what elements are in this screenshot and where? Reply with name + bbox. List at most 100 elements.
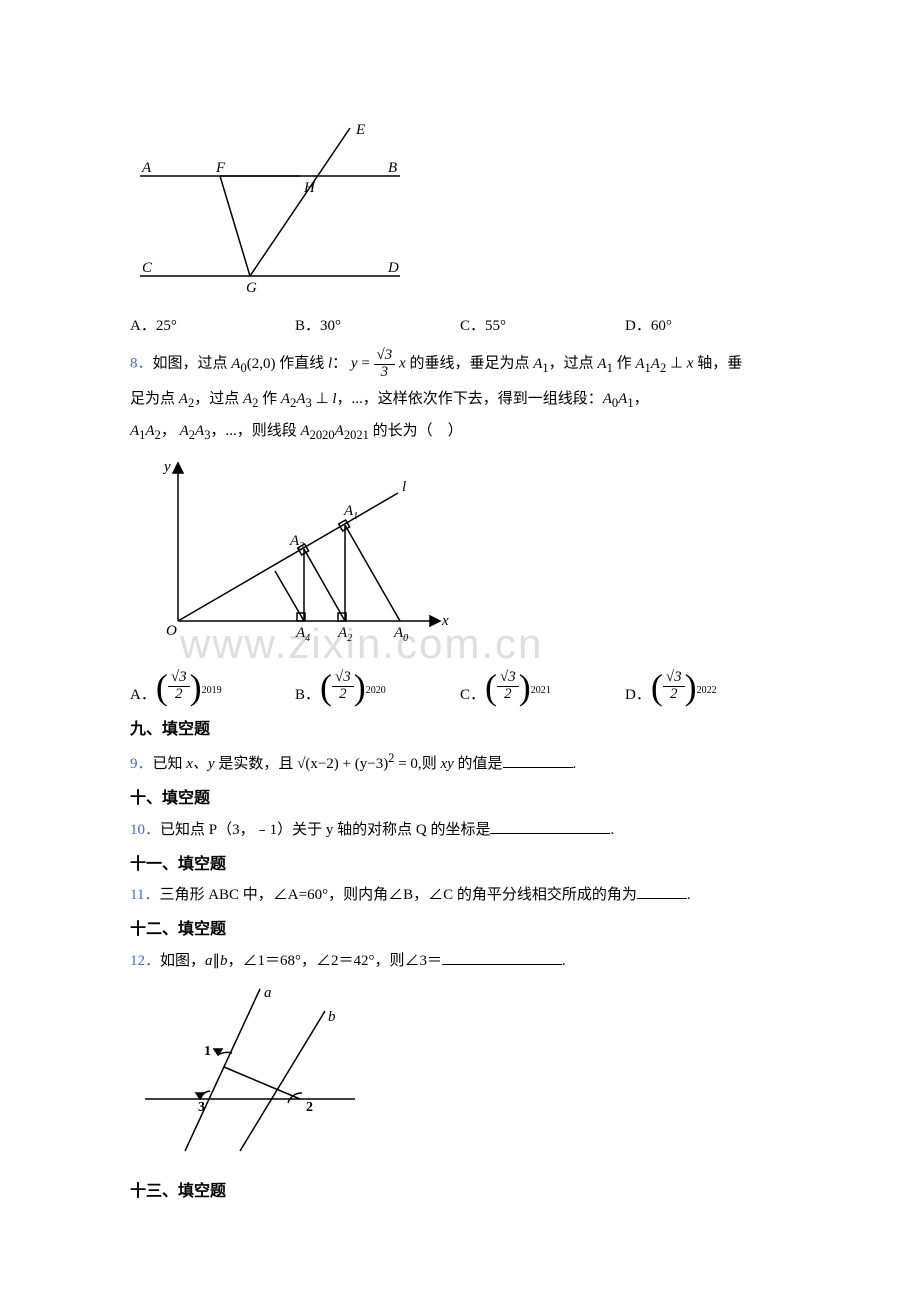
q8-a01b: A — [618, 391, 627, 407]
q8-choice-a: A．(√32)2019 — [130, 669, 295, 707]
q8-num: 8． — [130, 356, 153, 372]
q8-a01a: A — [603, 391, 612, 407]
q8-m2: 的垂线，垂足为点 — [406, 356, 534, 372]
q8-cc-n: √3 — [497, 670, 519, 687]
q8-l3b: 的长为（ ） — [369, 423, 463, 439]
q8-n: √3 — [374, 348, 396, 365]
q8-cb-d: 2 — [332, 687, 354, 703]
q8-perp1: ⊥ — [666, 356, 687, 372]
q7-choices: A．25° B．30° C．55° D．60° — [130, 314, 790, 338]
q8-cc-l: C． — [460, 687, 485, 703]
q8-lbl-A2: A2 — [337, 625, 352, 644]
q11-text: 11．三角形 ABC 中，∠A=60°，则内角∠B，∠C 的角平分线相交所成的角… — [130, 883, 790, 907]
q8-ca-n: √3 — [168, 670, 190, 687]
q12-figure: a b 1 2 3 — [130, 981, 790, 1169]
q9-p: . — [573, 756, 577, 772]
q8-lbl-A0: A0 — [393, 625, 408, 644]
q8-ca-e: 2019 — [202, 685, 222, 696]
q8-a23b2: A — [195, 423, 204, 439]
q8-s2020: 2020 — [310, 428, 335, 442]
page-content: A B C D E F G H A．25° B．30° C．55° D．60° … — [130, 118, 790, 1204]
q7-label-E: E — [355, 122, 365, 138]
q8-cd-l: D． — [625, 687, 651, 703]
q8-a0c: (2,0) — [247, 356, 276, 372]
q8-perp2: ⊥ — [312, 391, 333, 407]
q8-cc-e: 2021 — [531, 685, 551, 696]
q10-num: 10． — [130, 822, 160, 838]
q8-a1a2: A — [597, 356, 606, 372]
q8-cd-d: 2 — [663, 687, 685, 703]
q7-choice-c: C．55° — [460, 314, 625, 338]
q8-choices: A．(√32)2019 B．(√32)2020 C．(√32)2021 D．(√… — [130, 669, 790, 707]
q12-p: . — [562, 953, 566, 969]
q7-label-H: H — [303, 180, 316, 196]
q8-eq: = — [358, 356, 374, 372]
q8-aL: A — [300, 423, 309, 439]
section-13-heading: 十三、填空题 — [130, 1179, 790, 1205]
q12-par: ∥ — [213, 953, 221, 969]
q9-num: 9． — [130, 756, 153, 772]
q8-lbl-A4: A4 — [295, 625, 310, 644]
q9-eq0: = 0, — [394, 756, 421, 772]
q12-b: b — [220, 953, 228, 969]
q8-lbl-l: l — [402, 479, 406, 495]
q8-a12b2: A — [145, 423, 154, 439]
section-11-heading: 十一、填空题 — [130, 852, 790, 878]
q8-cb-l: B． — [295, 687, 320, 703]
q12-lbl-b: b — [328, 1009, 336, 1025]
q11-t: 三角形 ABC 中，∠A=60°，则内角∠B，∠C 的角平分线相交所成的角为 — [159, 887, 636, 903]
q7-choice-b: B．30° — [295, 314, 460, 338]
q11-num: 11． — [130, 887, 159, 903]
q8-c2: ， — [161, 423, 176, 439]
q9-xy: x、y — [186, 756, 214, 772]
q8-a1a: A — [533, 356, 542, 372]
q8-cb-e: 2020 — [366, 685, 386, 696]
q8-lbl-y: y — [162, 459, 171, 475]
q8-lbl-O: O — [166, 623, 177, 639]
q8-s2021: 2021 — [344, 428, 369, 442]
q12-svg: a b 1 2 3 — [130, 981, 370, 1161]
q8-l2d: ，...，这样依次作下去，得到一组线段： — [336, 391, 602, 407]
q12-num: 12． — [130, 953, 160, 969]
q9-m2: 则 — [422, 756, 441, 772]
q8-lbl-A1: A1 — [343, 503, 358, 522]
q8-text3: A1A2， A2A3，...，则线段 A2020A2021 的长为（ ） — [130, 419, 790, 445]
q7-label-C: C — [142, 260, 153, 276]
q8-choice-c: C．(√32)2021 — [460, 669, 625, 707]
q12-pre: 如图， — [160, 953, 205, 969]
q8-l2a: 足为点 — [130, 391, 179, 407]
q8-l2c: 作 — [258, 391, 281, 407]
q8-a12a: A — [635, 356, 644, 372]
q12-lbl-3: 3 — [198, 1100, 205, 1115]
q8-l2b: ，过点 — [194, 391, 243, 407]
q9-blank — [503, 753, 573, 768]
q7-choice-a: A．25° — [130, 314, 295, 338]
q10-t: 已知点 P（3，﹣1）关于 y 轴的对称点 Q 的坐标是 — [160, 822, 490, 838]
q12-lbl-1: 1 — [204, 1044, 211, 1059]
q8-col: ： — [332, 356, 347, 372]
q10-p: . — [610, 822, 614, 838]
q12-lbl-2: 2 — [306, 1100, 313, 1115]
q8-ca-l: A． — [130, 687, 156, 703]
q8-choice-d: D．(√32)2022 — [625, 669, 790, 707]
q7-figure: A B C D E F G H — [130, 118, 790, 306]
q8-l3a: ，...，则线段 — [210, 423, 300, 439]
q9-xy2: xy — [440, 756, 453, 772]
q8-a12a2: A — [130, 423, 139, 439]
q8-lbl-A3: A3 — [289, 533, 304, 552]
q9-text: 9．已知 x、y 是实数，且 √(x−2) + (y−3)2 = 0,则 xy … — [130, 748, 790, 776]
q8-a23a: A — [281, 391, 290, 407]
q7-svg: A B C D E F G H — [130, 118, 410, 298]
q8-a2a: A — [179, 391, 188, 407]
q8-text2: 足为点 A2，过点 A2 作 A2A3 ⊥ l，...，这样依次作下去，得到一组… — [130, 387, 790, 413]
section-12-heading: 十二、填空题 — [130, 917, 790, 943]
q8-cb-n: √3 — [332, 670, 354, 687]
q10-blank — [490, 819, 610, 834]
q7-label-D: D — [387, 260, 399, 276]
q8-aw: 轴，垂 — [693, 356, 742, 372]
q8-m1: 作直线 — [275, 356, 328, 372]
section-10-heading: 十、填空题 — [130, 786, 790, 812]
q11-p: . — [687, 887, 691, 903]
q8-y: y — [351, 356, 358, 372]
q9-pre: 已知 — [153, 756, 187, 772]
